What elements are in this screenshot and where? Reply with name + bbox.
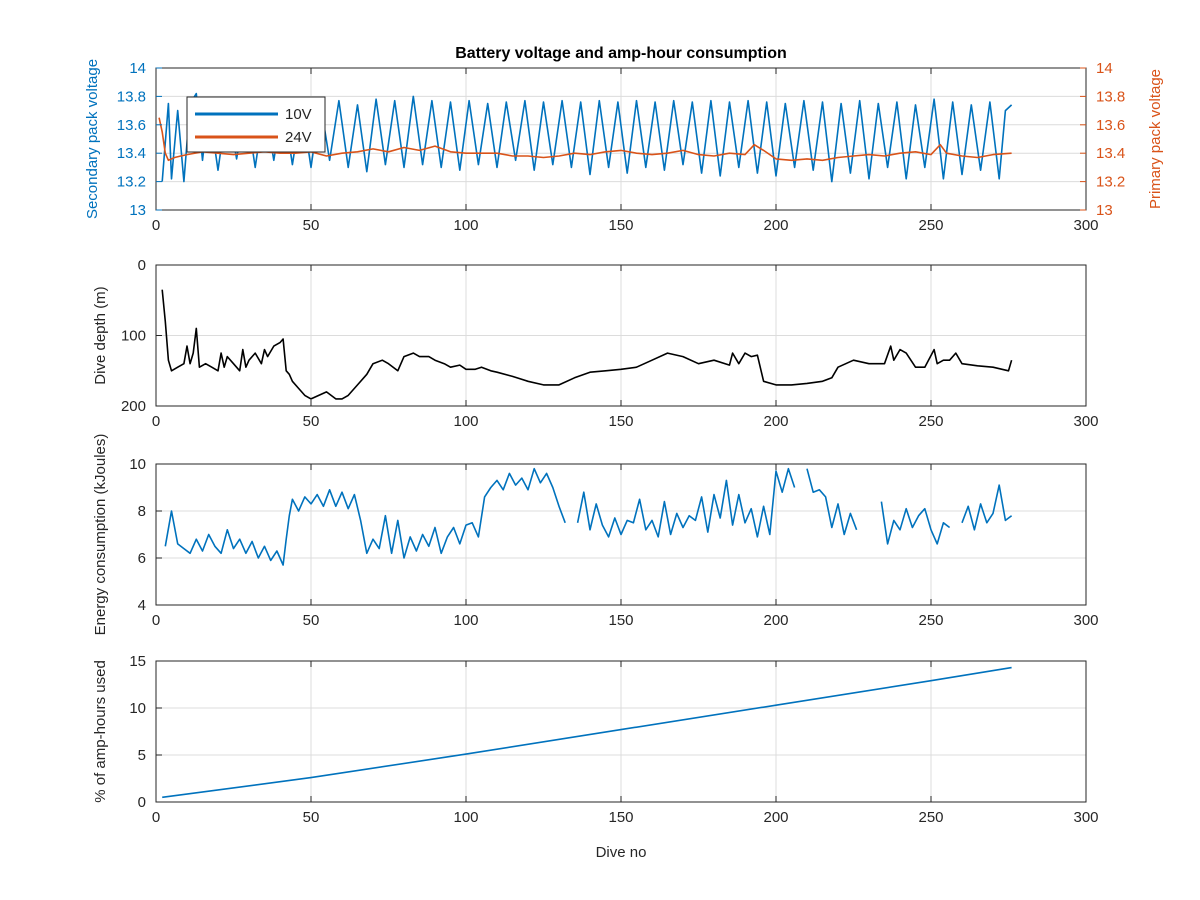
y-tick-label: 14 bbox=[129, 60, 146, 77]
x-tick-label: 0 bbox=[152, 413, 160, 430]
x-tick-label: 300 bbox=[1073, 217, 1098, 234]
y-tick-label: 13.8 bbox=[117, 88, 146, 105]
x-tick-label: 250 bbox=[918, 413, 943, 430]
x-tick-label: 250 bbox=[918, 612, 943, 629]
y-tick-label: 13 bbox=[129, 202, 146, 219]
y-right-tick-label: 13.2 bbox=[1096, 174, 1125, 191]
x-tick-label: 100 bbox=[453, 413, 478, 430]
x-tick-label: 50 bbox=[303, 612, 320, 629]
legend-box bbox=[186, 96, 326, 153]
y-tick-label: 5 bbox=[138, 747, 146, 764]
x-tick-label: 200 bbox=[763, 809, 788, 826]
x-tick-label: 0 bbox=[152, 809, 160, 826]
y-right-tick-label: 13.8 bbox=[1096, 88, 1125, 105]
x-tick-label: 0 bbox=[152, 217, 160, 234]
y-axis-label: % of amp-hours used bbox=[92, 660, 109, 803]
y-tick-label: 4 bbox=[138, 597, 146, 614]
y-tick-label: 0 bbox=[138, 257, 146, 274]
y-tick-label: 100 bbox=[121, 328, 146, 345]
y-right-tick-label: 13.4 bbox=[1096, 145, 1125, 162]
x-tick-label: 300 bbox=[1073, 809, 1098, 826]
legend-label-24v: 24V bbox=[285, 129, 312, 146]
y-axis-label: Dive depth (m) bbox=[92, 286, 109, 384]
legend-label-10v: 10V bbox=[285, 106, 312, 123]
x-tick-label: 0 bbox=[152, 612, 160, 629]
x-tick-label: 200 bbox=[763, 612, 788, 629]
y-tick-label: 6 bbox=[138, 550, 146, 567]
x-tick-label: 200 bbox=[763, 413, 788, 430]
x-tick-label: 150 bbox=[608, 809, 633, 826]
subplot-2: 0 50 100 150 200 250 300 0 100 200 Dive depth (m) bbox=[92, 257, 1099, 430]
x-axis-label: Dive no bbox=[596, 844, 647, 861]
series-line-24v bbox=[158, 117, 1012, 162]
x-tick-label: 150 bbox=[608, 612, 633, 629]
x-tick-label: 300 bbox=[1073, 413, 1098, 430]
x-tick-label: 50 bbox=[303, 217, 320, 234]
x-tick-label: 200 bbox=[763, 217, 788, 234]
x-tick-label: 100 bbox=[453, 612, 478, 629]
subplot-1: 0 50 100 150 200 250 3001313.213.413.613.81413… bbox=[84, 59, 1164, 234]
figure-title: Battery voltage and amp-hour consumption bbox=[455, 45, 787, 62]
y-tick-label: 13.6 bbox=[117, 117, 146, 134]
y-tick-label: 15 bbox=[129, 653, 146, 670]
subplot-3: 0 50 100 150 200 250 300 4 6 8 10 Energy consumptio… bbox=[92, 434, 1099, 636]
y-axis-label: Secondary pack voltage bbox=[84, 59, 101, 219]
y-right-tick-label: 13.6 bbox=[1096, 117, 1125, 134]
series-line bbox=[162, 666, 1012, 799]
y-right-axis-label: Primary pack voltage bbox=[1147, 69, 1164, 209]
y-tick-label: 13.4 bbox=[117, 145, 146, 162]
x-tick-label: 100 bbox=[453, 809, 478, 826]
series-line bbox=[161, 289, 1013, 400]
y-tick-label: 8 bbox=[138, 503, 146, 520]
x-tick-label: 250 bbox=[918, 217, 943, 234]
x-tick-label: 250 bbox=[918, 809, 943, 826]
y-tick-label: 200 bbox=[121, 398, 146, 415]
x-tick-label: 50 bbox=[303, 413, 320, 430]
y-axis-label: Energy consumption (kJoules) bbox=[92, 434, 109, 636]
x-tick-label: 150 bbox=[608, 413, 633, 430]
plots: 0 50 100 150 200 250 3001313.213.413.613.81413… bbox=[84, 59, 1164, 861]
x-tick-label: 300 bbox=[1073, 612, 1098, 629]
y-tick-label: 0 bbox=[138, 794, 146, 811]
x-tick-label: 50 bbox=[303, 809, 320, 826]
y-right-tick-label: 14 bbox=[1096, 60, 1113, 77]
y-tick-label: 10 bbox=[129, 700, 146, 717]
x-tick-label: 150 bbox=[608, 217, 633, 234]
x-tick-label: 100 bbox=[453, 217, 478, 234]
y-right-tick-label: 13 bbox=[1096, 202, 1113, 219]
subplot-4: 0 50 100 150 200 250 300 0 5 10 15 % of amp-hours u… bbox=[92, 653, 1099, 861]
y-tick-label: 13.2 bbox=[117, 174, 146, 191]
y-tick-label: 10 bbox=[129, 456, 146, 473]
series-line bbox=[164, 467, 1013, 566]
